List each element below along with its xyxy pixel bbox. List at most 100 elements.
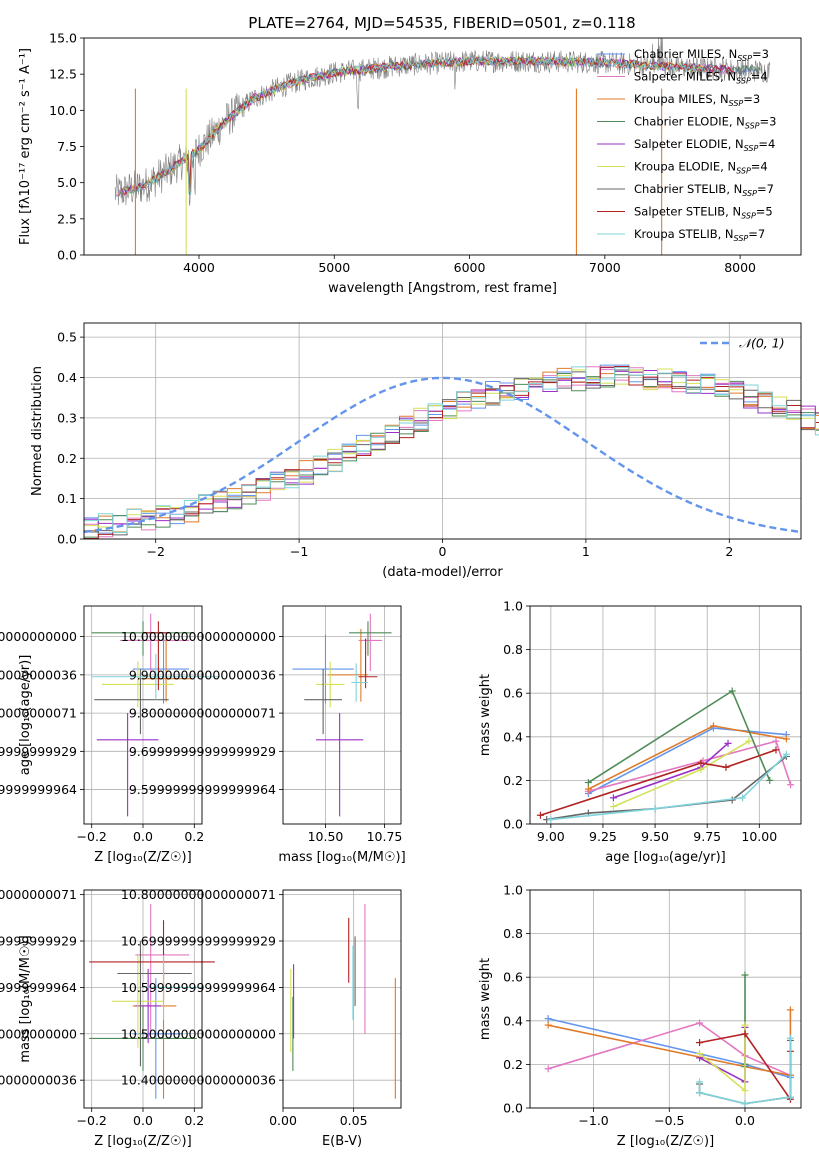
data-point-marker [696, 1089, 704, 1097]
data-point-marker [724, 739, 732, 747]
legend-entry: 𝒩(0, 1) [739, 336, 785, 351]
residuals-panel: 𝒩(0, 1) −2 −1 0 1 2 0.0 0.1 0.2 0.3 0.4 0.5 (data-mo… [30, 322, 819, 580]
y-tick-label: 10.40000000000000036 [121, 1073, 276, 1088]
y-axis-label: Normed distribution [30, 366, 45, 496]
x-tick-label: 10.50 [308, 829, 344, 844]
data-point-marker [547, 816, 555, 824]
data-point-marker [741, 1100, 749, 1108]
data-point-marker [584, 785, 592, 793]
axes-frame [529, 889, 802, 1109]
y-tick-label: 10.59999999999999964 [0, 980, 77, 995]
legend-entry: Chabrier STELIB, NSSP=7 [634, 182, 774, 198]
mass-weight-line [550, 753, 787, 821]
figure-title: PLATE=2764, MJD=54535, FIBERID=0501, z=0… [248, 14, 635, 32]
legend-entry-label: Kroupa MILES, N [634, 92, 729, 106]
legend-entry-count: =7 [748, 227, 765, 241]
x-tick-label: 2 [725, 544, 733, 559]
y-tick-label: 0.0 [503, 1101, 523, 1116]
plot-area [544, 971, 794, 1108]
legend-entry-label: Kroupa ELODIE, N [634, 160, 736, 174]
data-point-marker [741, 971, 749, 979]
mass-weight-vs-age-panel: 9.00 9.25 9.50 9.75 10.00 0.0 0.2 0.4 0.6 0.8 1.0 a… [478, 599, 802, 865]
legend-entry-subscript: SSP [737, 54, 752, 63]
histogram-step-line [84, 366, 819, 539]
histogram-step-line [84, 367, 819, 525]
y-axis-label: mass weight [478, 958, 493, 1040]
x-tick-label: 0.0 [133, 1113, 153, 1128]
legend-entry-count: =4 [751, 70, 768, 84]
y-tick-label: 10.80000000000000071 [0, 887, 77, 902]
y-tick-label: 0.6 [503, 970, 523, 985]
data-point-marker [697, 766, 705, 773]
x-tick-label: 0.05 [340, 1113, 368, 1128]
legend-entry-subscript: SSP [734, 234, 749, 243]
histogram-step-line [84, 366, 819, 538]
plot-area [91, 613, 220, 817]
data-point-marker [651, 805, 659, 813]
data-point-marker [544, 1015, 552, 1023]
x-axis-label: mass [log₁₀(M/M☉)] [278, 850, 405, 865]
y-tick-label: 2.5 [57, 211, 77, 226]
x-tick-label: 9.75 [693, 829, 721, 844]
legend-entry: Salpeter MILES, NSSP=4 [634, 70, 768, 86]
x-tick-label: 10.00 [741, 829, 777, 844]
legend-entry-label: Chabrier MILES, N [634, 47, 737, 61]
y-tick-label: 10.00000000000000000 [121, 629, 276, 644]
x-tick-label: 0.2 [184, 1113, 204, 1128]
data-point-marker [741, 1021, 749, 1029]
data-point-marker [722, 763, 730, 771]
y-axis-label: Flux [fλ10⁻¹⁷ erg cm⁻² s⁻¹ A⁻¹] [18, 48, 33, 245]
data-point-marker [741, 1087, 749, 1095]
y-axis-label: mass weight [478, 674, 493, 756]
legend-entry-count: =5 [756, 205, 773, 219]
legend-entry-subscript: SSP [745, 122, 760, 131]
x-tick-label: 9.50 [641, 829, 669, 844]
legend-entry: Chabrier MILES, NSSP=3 [634, 47, 769, 63]
y-tick-label: 9.69999999999999929 [0, 744, 77, 759]
y-tick-label: 10.69999999999999929 [0, 934, 77, 949]
x-tick-label: 5000 [318, 260, 350, 275]
legend-entry-subscript: SSP [736, 77, 751, 86]
data-point-marker [544, 1021, 552, 1029]
x-tick-label: −1 [290, 544, 308, 559]
data-point-marker [728, 687, 736, 695]
y-tick-label: 9.59999999999999964 [0, 782, 77, 797]
data-point-marker [786, 1093, 794, 1101]
legend-entry-subscript: SSP [744, 144, 759, 153]
x-tick-label: 0.0 [133, 829, 153, 844]
x-tick-label: −0.5 [654, 1113, 684, 1128]
x-axis-label: (data-model)/error [382, 565, 503, 580]
axes-frame [282, 605, 402, 825]
histogram-step-line [84, 364, 819, 534]
legend-entry-count: =3 [743, 92, 760, 106]
legend-entry-label: Salpeter ELODIE, N [634, 137, 744, 151]
y-axis-label: age [log₁₀(age/yr)] [18, 655, 33, 776]
legend-entry-label: Chabrier STELIB, N [634, 182, 742, 196]
y-tick-label: 9.69999999999999929 [129, 744, 276, 759]
legend-entry: Chabrier ELODIE, NSSP=3 [634, 115, 776, 131]
legend-entry-count: =4 [751, 160, 768, 174]
x-axis-label: E(B-V) [322, 1134, 362, 1149]
y-tick-label: 10.00000000000000000 [0, 629, 77, 644]
data-point-marker [782, 735, 790, 743]
y-tick-label: 0.8 [503, 926, 523, 941]
y-tick-label: 10.80000000000000071 [121, 887, 276, 902]
data-point-marker [772, 746, 780, 754]
plot-area [89, 903, 215, 1099]
x-tick-label: 4000 [183, 260, 215, 275]
legend-entry-count: =7 [757, 182, 774, 196]
data-point-marker [696, 1078, 704, 1086]
y-tick-label: 10.59999999999999964 [121, 980, 276, 995]
x-tick-label: 8000 [724, 260, 756, 275]
legend-entry-label: Chabrier ELODIE, N [634, 115, 745, 129]
legend-entry-count: =3 [752, 47, 769, 61]
data-point-marker [739, 794, 747, 802]
mass-weight-line [546, 755, 787, 821]
x-tick-label: −0.2 [77, 829, 107, 844]
x-axis-label: wavelength [Angstrom, rest frame] [328, 281, 557, 296]
y-tick-label: 5.0 [57, 175, 77, 190]
histogram-step-line [84, 366, 819, 533]
legend-entry-label: Salpeter MILES, N [634, 70, 736, 84]
